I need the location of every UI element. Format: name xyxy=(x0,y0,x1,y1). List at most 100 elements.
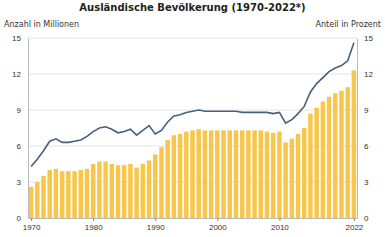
bar xyxy=(196,129,200,218)
tick-mark xyxy=(217,218,218,221)
bar xyxy=(345,87,349,218)
bar xyxy=(252,130,256,218)
plot-area xyxy=(29,43,356,218)
tick: 1980 xyxy=(85,218,103,232)
chart: 1970198019902000201020220369121503691215… xyxy=(0,0,385,237)
tick-label: 2022 xyxy=(345,223,363,232)
tick: 3 xyxy=(17,178,28,187)
tick-label: 2010 xyxy=(271,223,289,232)
bar xyxy=(314,108,318,218)
y-axis-title: Anzahl in Millionen xyxy=(4,20,79,29)
tick: 12 xyxy=(12,70,28,79)
bar xyxy=(172,135,176,218)
tick-label: 0 xyxy=(17,214,22,223)
bar xyxy=(128,164,132,218)
bar xyxy=(47,170,51,218)
tick-label: 9 xyxy=(364,106,369,115)
bars xyxy=(29,70,356,218)
bar xyxy=(165,140,169,218)
bar xyxy=(147,160,151,218)
bar xyxy=(209,130,213,218)
tick-label: 15 xyxy=(364,34,373,43)
bar xyxy=(246,130,250,218)
tick: 2022 xyxy=(345,218,363,232)
bar xyxy=(159,147,163,218)
bar xyxy=(333,93,337,218)
tick: 1990 xyxy=(147,218,165,232)
bar xyxy=(91,164,95,218)
tick-label: 1970 xyxy=(23,223,41,232)
bar xyxy=(327,97,331,218)
bar xyxy=(190,130,194,218)
tick-label: 0 xyxy=(364,214,369,223)
tick: 15 xyxy=(12,34,28,43)
tick-label: 2000 xyxy=(209,223,227,232)
title: Ausländische Bevölkerung (1970-2022*) xyxy=(79,2,305,13)
bar xyxy=(339,91,343,218)
grid-line xyxy=(28,110,357,111)
bar xyxy=(66,171,70,218)
tick-label: 3 xyxy=(364,178,369,187)
bar xyxy=(290,139,294,218)
tick: 9 xyxy=(357,106,369,115)
bar xyxy=(228,130,232,218)
bar xyxy=(283,142,287,218)
tick-label: 1980 xyxy=(85,223,103,232)
bar xyxy=(141,164,145,218)
tick-mark xyxy=(279,218,280,221)
bar xyxy=(259,130,263,218)
tick-label: 6 xyxy=(364,142,369,151)
y2-axis: 0 3 6 9 12 15 xyxy=(357,34,373,223)
bar xyxy=(221,130,225,218)
bar xyxy=(184,132,188,218)
bar xyxy=(72,171,76,218)
bar xyxy=(79,170,83,218)
bar xyxy=(265,132,269,218)
tick-mark xyxy=(155,218,156,221)
bar xyxy=(296,134,300,218)
tick: 6 xyxy=(357,142,369,151)
bar xyxy=(240,130,244,218)
axis-line xyxy=(29,218,358,219)
tick-label: 1990 xyxy=(147,223,165,232)
tick-mark xyxy=(93,218,94,221)
tick: 2010 xyxy=(271,218,289,232)
tick-mark xyxy=(31,218,32,221)
bar xyxy=(234,130,238,218)
tick: 0 xyxy=(357,214,369,223)
tick-label: 6 xyxy=(17,142,22,151)
bar xyxy=(41,176,45,218)
tick: 9 xyxy=(17,106,28,115)
tick-label: 3 xyxy=(17,178,22,187)
bar xyxy=(352,70,356,218)
line xyxy=(31,43,354,167)
y-axis: 0 3 6 9 12 15 xyxy=(12,34,28,223)
bar xyxy=(122,165,126,218)
bar xyxy=(308,114,312,218)
bar xyxy=(153,154,157,218)
bar xyxy=(85,169,89,218)
tick: 6 xyxy=(17,142,28,151)
tick: 0 xyxy=(17,214,28,223)
bar xyxy=(103,162,107,218)
bar xyxy=(60,171,64,218)
bar xyxy=(215,130,219,218)
y2-axis-title: Anteil in Prozent xyxy=(316,20,381,29)
tick-label: 15 xyxy=(12,34,21,43)
axis-line xyxy=(357,39,358,219)
axis-line xyxy=(28,39,29,219)
bar xyxy=(302,128,306,218)
bar xyxy=(203,130,207,218)
bar xyxy=(321,102,325,218)
grid xyxy=(28,38,357,218)
grid-line xyxy=(28,38,357,39)
tick: 2000 xyxy=(209,218,227,232)
x-axis: 1970 1980 1990 2000 2010 2022 xyxy=(23,218,364,232)
tick-mark xyxy=(354,218,355,221)
tick-label: 9 xyxy=(17,106,22,115)
tick-label: 12 xyxy=(12,70,21,79)
tick-label: 12 xyxy=(364,70,373,79)
bar xyxy=(97,162,101,218)
bar xyxy=(54,169,58,218)
bar xyxy=(116,165,120,218)
